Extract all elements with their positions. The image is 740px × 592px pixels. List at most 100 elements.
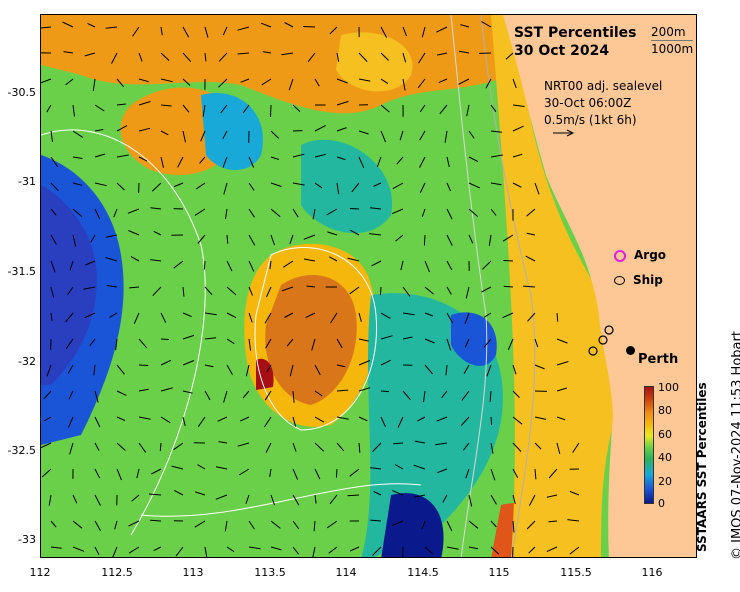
current-arrow	[93, 364, 96, 376]
current-arrow	[446, 338, 452, 351]
current-arrow	[152, 286, 162, 297]
current-arrow	[138, 364, 149, 366]
x-tick-label: 113.5	[254, 566, 286, 579]
contour-1000m	[450, 15, 488, 557]
current-arrow	[106, 285, 118, 288]
current-arrow	[138, 338, 147, 349]
current-arrow	[50, 208, 57, 216]
current-arrow	[525, 255, 536, 262]
current-arrow	[512, 104, 525, 107]
current-arrow	[239, 416, 250, 422]
current-arrow	[512, 416, 523, 425]
current-arrow	[148, 493, 162, 496]
current-arrow	[116, 125, 128, 132]
current-arrow	[358, 387, 371, 392]
current-arrow	[351, 182, 360, 193]
current-arrow	[248, 156, 255, 168]
current-arrow	[534, 416, 547, 420]
current-arrow	[94, 104, 105, 112]
current-arrow	[336, 182, 340, 195]
current-arrow	[83, 286, 96, 290]
current-arrow	[116, 78, 124, 88]
current-arrow	[358, 130, 369, 135]
current-arrow	[392, 490, 404, 496]
current-arrow	[225, 208, 228, 220]
depth-200m-label: 200m	[651, 25, 686, 39]
current-arrow	[182, 416, 186, 427]
current-arrow	[182, 360, 195, 366]
ship-marker-icon	[614, 276, 625, 285]
current-arrow	[269, 260, 272, 270]
current-arrow	[138, 78, 149, 83]
current-arrow	[160, 359, 172, 366]
current-arrow	[94, 546, 100, 556]
current-arrow	[314, 182, 323, 189]
current-arrow	[67, 364, 74, 374]
current-arrow	[468, 520, 479, 529]
current-arrow	[292, 153, 305, 158]
current-arrow	[270, 546, 282, 551]
current-arrow	[281, 286, 294, 292]
current-arrow	[567, 519, 580, 522]
current-arrow	[238, 468, 250, 476]
current-arrow	[505, 52, 514, 60]
current-arrow	[400, 260, 404, 271]
current-arrow	[116, 416, 126, 421]
current-arrow	[421, 520, 426, 530]
current-arrow	[486, 364, 492, 377]
current-arrow	[329, 26, 338, 35]
current-arrow	[270, 104, 272, 118]
current-arrow	[534, 364, 545, 370]
current-arrow	[464, 312, 470, 324]
current-arrow	[182, 26, 190, 38]
current-arrow	[336, 52, 340, 62]
current-arrow	[94, 442, 100, 451]
current-arrow	[336, 100, 349, 106]
current-arrow	[72, 182, 83, 186]
current-arrow	[223, 390, 228, 403]
current-arrow	[128, 520, 140, 527]
current-arrow	[127, 208, 140, 214]
current-arrow	[485, 78, 492, 89]
current-arrow	[204, 364, 214, 368]
current-arrow	[503, 285, 514, 288]
current-arrow	[248, 520, 255, 530]
current-arrow	[490, 520, 497, 528]
ship-marker	[604, 325, 614, 335]
current-arrow	[392, 182, 404, 190]
current-arrow	[328, 546, 338, 554]
current-arrow	[358, 156, 365, 169]
current-arrow	[248, 312, 253, 323]
current-arrow	[262, 51, 272, 54]
current-arrow	[569, 546, 580, 555]
current-arrow	[358, 360, 371, 366]
current-arrow	[292, 546, 299, 555]
current-arrow	[284, 312, 294, 318]
current-arrow	[116, 103, 126, 106]
x-tick-label: 112	[29, 566, 51, 579]
y-tick-label: -32.5	[7, 444, 36, 457]
current-arrow	[370, 519, 382, 522]
current-arrow	[512, 78, 517, 89]
current-arrow	[173, 442, 184, 451]
x-tick-label: 112.5	[101, 566, 133, 579]
current-arrow	[349, 468, 360, 477]
current-arrow	[226, 312, 237, 319]
current-arrow	[50, 130, 53, 142]
current-arrow	[512, 442, 522, 452]
current-arrow	[336, 389, 349, 392]
current-arrow	[414, 440, 426, 444]
current-arrow	[159, 442, 162, 452]
current-arrow	[482, 260, 492, 270]
current-arrow	[413, 464, 426, 470]
current-arrow	[266, 286, 272, 298]
current-arrow	[270, 208, 281, 218]
current-arrow	[502, 312, 514, 319]
current-source: NRT00 adj. sealevel	[544, 79, 663, 93]
current-arrow	[402, 78, 406, 91]
current-arrow	[546, 494, 558, 498]
current-arrow	[174, 489, 184, 496]
current-arrow	[358, 442, 361, 453]
current-arrow	[270, 494, 276, 506]
current-arrow	[182, 104, 190, 113]
